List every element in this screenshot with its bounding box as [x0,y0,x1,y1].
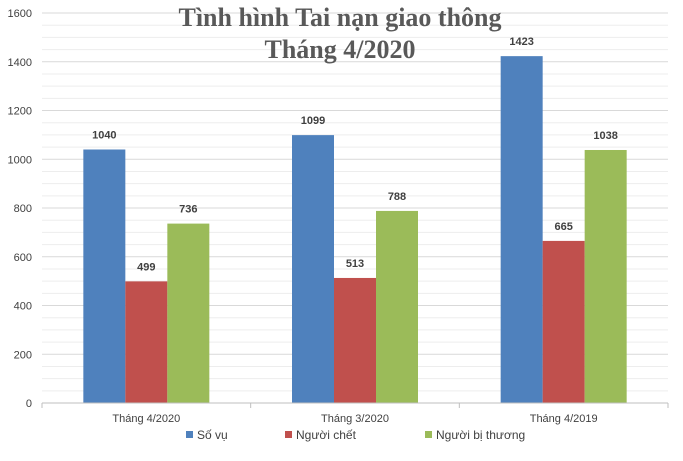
y-tick-label: 600 [14,252,32,264]
y-tick-label: 200 [14,349,32,361]
bar [125,281,168,403]
chart-title-line-1: Tình hình Tai nạn giao thông [178,3,501,32]
x-axis: Tháng 4/2020 Tháng 3/2020 Tháng 4/2019 [41,402,669,425]
legend-label: Người chết [296,428,357,442]
chart-title-line-2: Tháng 4/2020 [265,35,416,64]
data-label: 1423 [509,36,533,48]
y-axis: 0 200 400 600 800 1000 1200 1400 1600 [8,8,32,410]
bar [83,149,126,403]
bar [292,135,334,403]
data-label: 499 [137,261,155,273]
y-tick-label: 800 [14,203,32,215]
bar [584,149,627,403]
bars [83,56,627,404]
x-category-label: Tháng 4/2020 [112,413,180,425]
data-label: 513 [346,258,364,270]
x-category-label: Tháng 4/2019 [530,413,598,425]
bar [376,210,418,403]
bar [542,240,585,403]
data-label: 788 [388,191,406,203]
legend: Số vụ Người chết Người bị thương [186,428,525,442]
y-tick-label: 1600 [8,8,32,20]
legend-swatch [425,431,432,438]
x-category-label: Tháng 3/2020 [321,413,389,425]
bar [500,56,543,404]
y-tick-label: 400 [14,301,32,313]
data-label: 1099 [301,115,325,127]
y-tick-label: 1200 [8,106,32,118]
data-labels: 1040 499 736 1099 513 788 1423 665 1038 [92,36,618,273]
legend-label: Số vụ [197,428,228,442]
data-label: 736 [179,204,197,216]
legend-label: Người bị thương [436,428,525,442]
data-label: 665 [554,221,572,233]
legend-swatch [186,431,193,438]
y-tick-label: 0 [26,398,32,410]
data-label: 1040 [92,130,116,142]
bar [167,223,210,403]
y-tick-label: 1400 [8,57,32,69]
y-tick-label: 1000 [8,154,32,166]
data-label: 1038 [593,130,617,142]
legend-swatch [285,431,292,438]
bar [334,277,376,403]
